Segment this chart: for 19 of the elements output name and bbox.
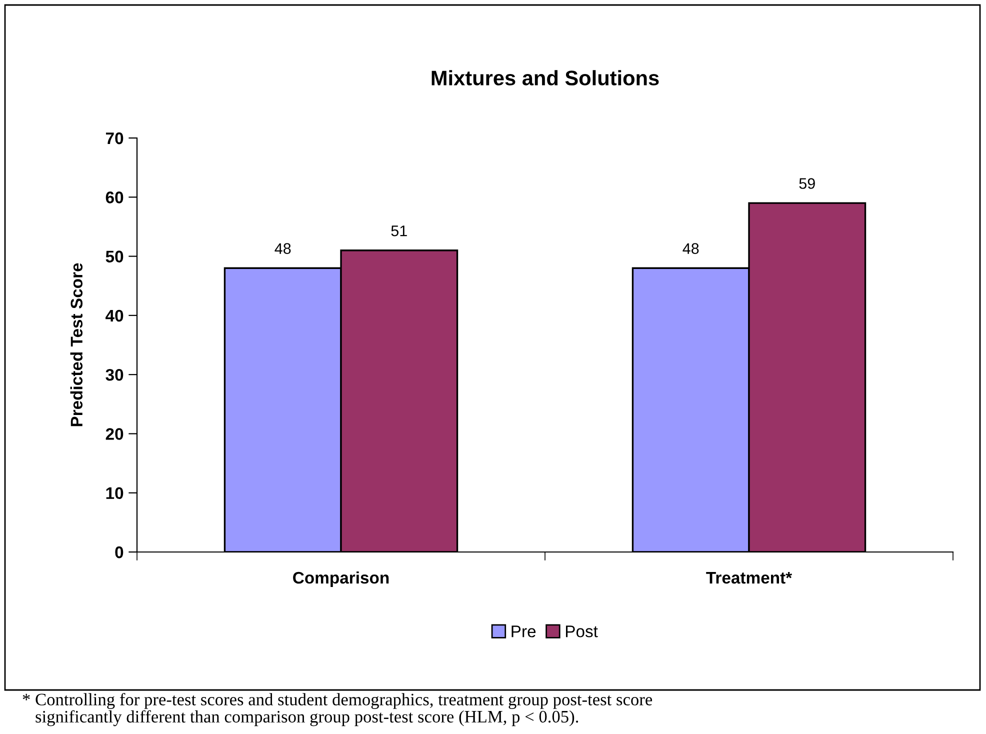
data-label: 51 — [391, 226, 407, 236]
y-tick-label: 20 — [106, 428, 124, 440]
legend-label: Post — [566, 626, 598, 638]
y-tick-label: 70 — [106, 132, 124, 144]
y-tick-label: 30 — [106, 368, 124, 381]
y-axis-title: Predicted Test Score — [70, 263, 83, 426]
y-tick-label: 40 — [106, 310, 124, 322]
data-label: 48 — [274, 243, 291, 254]
text: * Controlling for pre-test scores and student demographics, treatment group post-test score significantly different than comparison group post-test score (HLM, p < 0.05). — [22, 693, 652, 726]
data-label: 59 — [799, 178, 815, 189]
y-tick-label: 60 — [106, 192, 124, 204]
x-tick-label: Treatment* — [706, 572, 792, 584]
y-tick-label: 10 — [106, 487, 124, 500]
y-tick-label: 50 — [106, 250, 124, 262]
data-label: 48 — [682, 243, 699, 254]
x-tick-label: Comparison — [293, 571, 389, 587]
y-tick-label: 0 — [115, 546, 124, 558]
legend-label: Pre — [512, 626, 536, 638]
chart-title: Mixtures and Solutions — [432, 70, 659, 86]
